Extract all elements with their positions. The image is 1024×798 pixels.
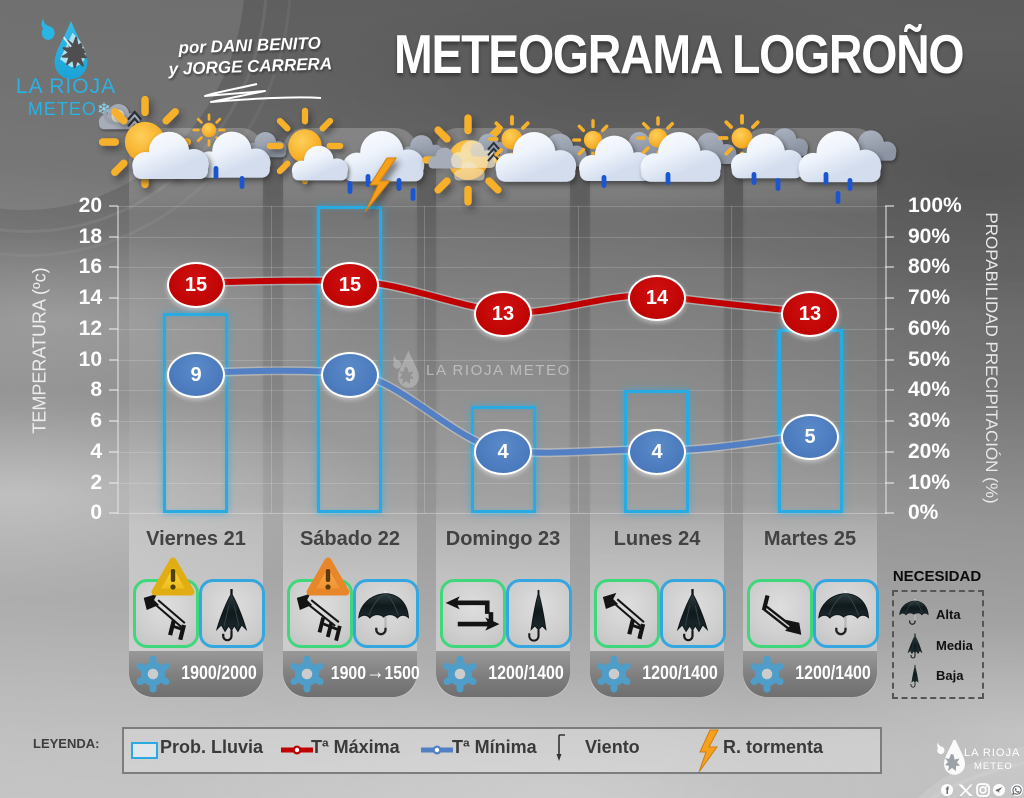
svg-text:LA RIOJA: LA RIOJA [964, 747, 1020, 759]
svg-text:f: f [945, 785, 949, 797]
svg-text:METEO: METEO [974, 761, 1013, 772]
